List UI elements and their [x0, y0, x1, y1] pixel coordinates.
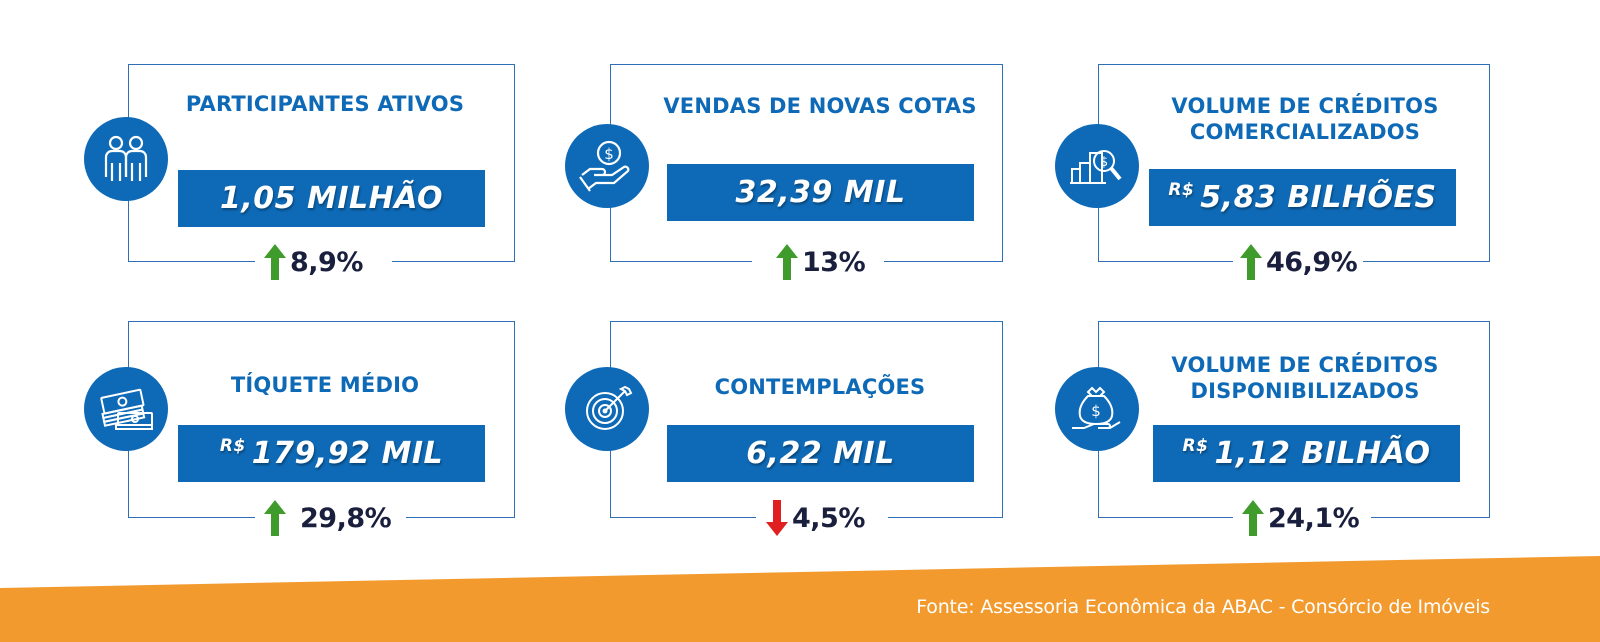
currency-label: R$	[219, 435, 246, 456]
value-text: 5,83 BILHÕES	[1200, 180, 1437, 215]
value-box: 32,39 MIL	[667, 164, 974, 221]
currency-label: R$	[1168, 179, 1195, 200]
change-indicator: 13%	[770, 242, 872, 282]
arrow-up-icon	[1240, 244, 1262, 280]
currency-label: R$	[1182, 435, 1209, 456]
change-value: 24,1%	[1268, 502, 1360, 534]
change-indicator: 8,9%	[258, 242, 369, 282]
money-bag-hand-icon: $	[1055, 367, 1139, 451]
svg-text:$: $	[1091, 402, 1101, 420]
arrow-up-icon	[776, 244, 798, 280]
card-contemplacoes	[610, 321, 1003, 518]
change-indicator: 29,8%	[258, 498, 398, 538]
value-text: 1,05 MILHÃO	[220, 181, 443, 216]
value-text: 6,22 MIL	[746, 436, 895, 471]
arrow-up-icon	[1242, 500, 1264, 536]
source-credit: Fonte: Assessoria Econômica da ABAC - Co…	[916, 596, 1490, 618]
target-icon	[565, 367, 649, 451]
cash-stack-icon	[84, 367, 168, 451]
value-box: R$ 179,92 MIL	[178, 425, 485, 482]
value-box: R$ 5,83 BILHÕES	[1149, 169, 1456, 226]
value-box: R$ 1,12 BILHÃO	[1153, 425, 1460, 482]
card-title: VENDAS DE NOVAS COTAS	[663, 94, 977, 118]
value-box: 1,05 MILHÃO	[178, 170, 485, 227]
change-value: 13%	[802, 246, 866, 278]
people-icon	[84, 117, 168, 201]
card-title: TÍQUETE MÉDIO	[230, 373, 420, 397]
card-tiquete-medio	[128, 321, 515, 518]
change-value: 8,9%	[290, 246, 363, 278]
card-volume-creditos-disponibilizados	[1098, 321, 1490, 518]
value-text: 32,39 MIL	[735, 175, 906, 210]
change-indicator: 4,5%	[760, 498, 871, 538]
change-value: 4,5%	[792, 502, 865, 534]
card-title: PARTICIPANTES ATIVOS	[185, 92, 465, 116]
svg-text:$: $	[1100, 155, 1108, 170]
change-indicator: 24,1%	[1236, 498, 1366, 538]
arrow-down-icon	[766, 500, 788, 536]
card-title: CONTEMPLAÇÕES	[714, 375, 926, 399]
money-magnifier-icon: $	[1055, 124, 1139, 208]
value-text: 1,12 BILHÃO	[1214, 436, 1431, 471]
change-value: 29,8%	[300, 502, 392, 534]
card-title: VOLUME DE CRÉDITOS COMERCIALIZADOS	[1171, 94, 1439, 144]
change-value: 46,9%	[1266, 246, 1358, 278]
value-text: 179,92 MIL	[251, 436, 444, 471]
arrow-up-icon	[264, 244, 286, 280]
footer-band	[0, 556, 1600, 642]
arrow-up-icon	[264, 500, 286, 536]
value-box: 6,22 MIL	[667, 425, 974, 482]
change-indicator: 46,9%	[1234, 242, 1364, 282]
svg-text:$: $	[604, 145, 614, 163]
card-title: VOLUME DE CRÉDITOS DISPONIBILIZADOS	[1171, 353, 1439, 403]
hand-coin-icon: $	[565, 124, 649, 208]
